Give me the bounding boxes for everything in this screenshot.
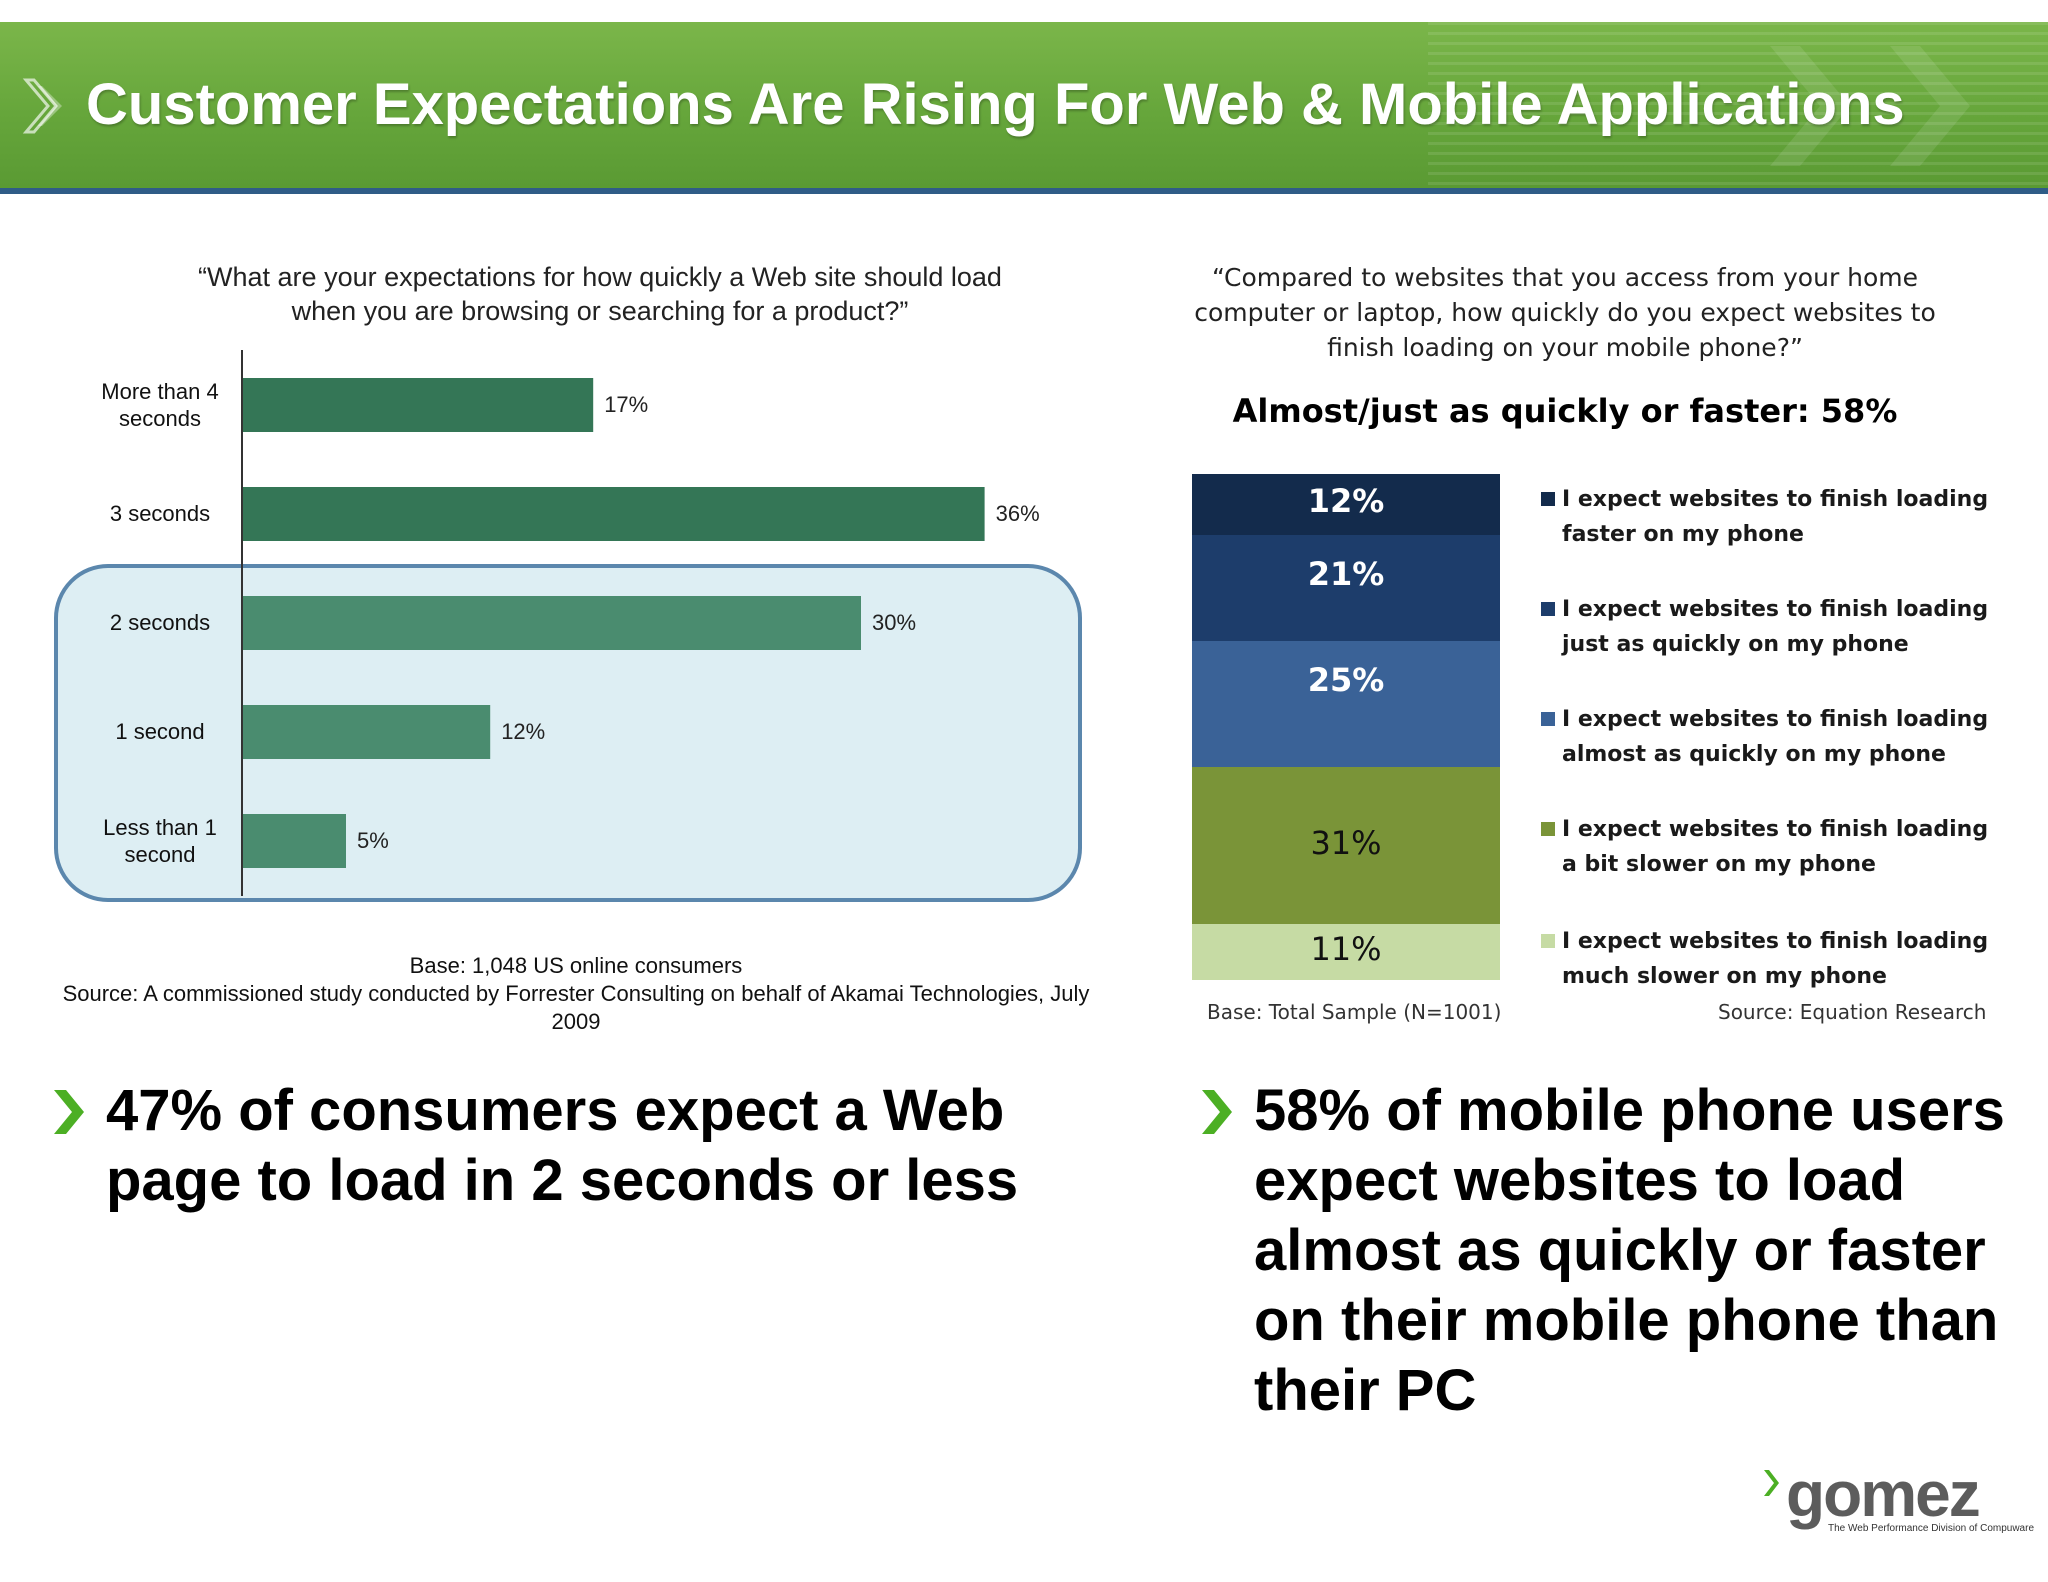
left-base-note: Base: 1,048 US online consumers <box>409 953 743 978</box>
value-label: 36% <box>995 501 1040 526</box>
legend-entry: I expect websites to finish loading a bi… <box>1562 817 1989 877</box>
segment-value-label: 31% <box>1310 823 1382 862</box>
category-label: More than 4 seconds <box>101 379 219 431</box>
left-bar-chart <box>54 350 1082 902</box>
legend-swatch <box>1541 822 1555 836</box>
segment-value-label: 11% <box>1310 930 1382 969</box>
value-label: 17% <box>604 392 649 417</box>
value-label: 12% <box>501 719 546 744</box>
right-chart-subhead: Almost/just as quickly or faster: 58% <box>1232 392 1898 430</box>
segment-value-label: 21% <box>1307 554 1385 593</box>
segment-value-label: 25% <box>1307 660 1385 699</box>
right-chart-question: “Compared to websites that you access fr… <box>1194 263 1936 362</box>
bar <box>243 487 985 541</box>
bullet-chevron-icon <box>54 1090 84 1134</box>
category-label: 3 seconds <box>109 501 211 526</box>
stack-segment <box>1192 767 1500 925</box>
category-label: Less than 1 second <box>103 815 217 867</box>
right-base-note: Base: Total Sample (N=1001) <box>1207 1000 1502 1024</box>
category-label: 1 second <box>115 719 205 744</box>
legend-entry: I expect websites to finish loading almo… <box>1562 707 1989 767</box>
stack-segment <box>1192 474 1500 535</box>
stack-segment <box>1192 924 1500 980</box>
bar <box>243 596 861 650</box>
logo-chevron-icon <box>1764 1470 1779 1496</box>
bar <box>243 705 491 759</box>
stack-segment <box>1192 534 1500 641</box>
legend-swatch <box>1541 602 1555 616</box>
legend-swatch <box>1541 492 1555 506</box>
bar <box>243 814 346 868</box>
left-source-note: Source: A commissioned study conducted b… <box>62 981 1090 1034</box>
right-takeaway: 58% of mobile phone users expect website… <box>1254 1078 2005 1423</box>
gomez-logo: gomez <box>1786 1458 1981 1530</box>
banner-underline <box>0 188 2048 194</box>
stack-segment <box>1192 640 1500 768</box>
right-source-note: Source: Equation Research <box>1718 1000 1987 1024</box>
legend-entry: I expect websites to finish loading just… <box>1562 597 1989 657</box>
bullet-chevron-icon <box>1202 1090 1232 1134</box>
page-title: Customer Expectations Are Rising For Web… <box>86 72 1905 137</box>
legend-swatch <box>1541 934 1555 948</box>
bar <box>243 378 594 432</box>
legend-entry: I expect websites to finish loading fast… <box>1562 487 1989 547</box>
value-label: 5% <box>357 828 389 853</box>
banner-stripes <box>1428 22 2048 188</box>
legend-swatch <box>1541 712 1555 726</box>
category-label: 2 seconds <box>109 610 211 635</box>
header-banner: Customer Expectations Are Rising For Web… <box>0 22 2048 188</box>
left-takeaway: 47% of consumers expect a Web page to lo… <box>106 1078 1019 1213</box>
value-label: 30% <box>872 610 917 635</box>
banner-chevron-decoration-icon <box>1770 46 1850 166</box>
segment-value-label: 12% <box>1307 482 1385 521</box>
gomez-logo-tagline: The Web Performance Division of Compuwar… <box>1828 1523 2035 1534</box>
left-chart-question: “What are your expectations for how quic… <box>198 262 1002 326</box>
header-chevron-icon <box>22 78 62 134</box>
banner-chevron-decoration-icon <box>1890 46 1970 166</box>
legend-entry: I expect websites to finish loading much… <box>1562 929 1989 989</box>
